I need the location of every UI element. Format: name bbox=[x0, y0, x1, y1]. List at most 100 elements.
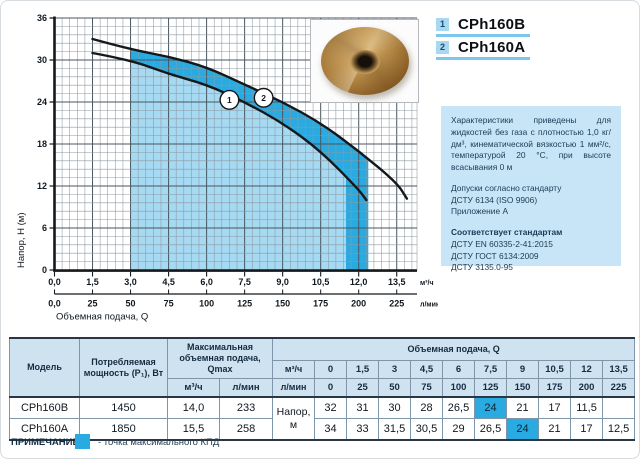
power-cell: 1450 bbox=[79, 396, 168, 419]
flow-header-m3h: 4,5 bbox=[410, 360, 444, 379]
characteristics-text: Характеристики приведены для жидкостей б… bbox=[451, 115, 611, 173]
header-model: Модель bbox=[9, 337, 80, 398]
secondary-axis-tick-label: 200 bbox=[351, 299, 366, 309]
max-efficiency-color-swatch bbox=[75, 434, 90, 449]
pump-curve-cph160b bbox=[91, 51, 368, 202]
flow-header-m3h: 10,5 bbox=[538, 360, 572, 379]
secondary-axis-tick-label: 50 bbox=[126, 299, 136, 309]
secondary-axis-tick-label: 0,0 bbox=[48, 299, 61, 309]
head-value-cell bbox=[602, 396, 636, 419]
header-power: Потребляемая мощность (P₁), Вт bbox=[79, 337, 168, 398]
head-value-cell: 28 bbox=[410, 396, 444, 419]
flow-header-m3h: 13,5 bbox=[602, 360, 636, 379]
secondary-axis-tick-label: 150 bbox=[275, 299, 290, 309]
head-value-cell: 24 bbox=[474, 396, 508, 419]
flow-header-lmin: 150 bbox=[506, 378, 540, 398]
power-cell: 1850 bbox=[79, 418, 168, 441]
flow-header-m3h: 7,5 bbox=[474, 360, 508, 379]
x-axis-tick-label: 12,0 bbox=[350, 277, 368, 287]
flow-header-m3h: 3 bbox=[378, 360, 412, 379]
secondary-axis-tick-label: 25 bbox=[88, 299, 98, 309]
head-value-cell: 31 bbox=[346, 396, 380, 419]
flow-header-lmin: 175 bbox=[538, 378, 572, 398]
flow-header-lmin: 75 bbox=[410, 378, 444, 398]
impeller-image bbox=[321, 27, 409, 95]
flow-header-lmin: 225 bbox=[602, 378, 636, 398]
tolerance-line: ДСТУ 6134 (ISO 9906) bbox=[451, 194, 538, 205]
header-qmax-m3h: м³/ч bbox=[167, 378, 220, 398]
standard-line: ДСТУ 3135.0-95 bbox=[451, 262, 513, 273]
flow-header-m3h: 0 bbox=[314, 360, 348, 379]
legend-label-cph160b: CPh160B bbox=[458, 15, 526, 33]
head-value-cell: 29 bbox=[442, 418, 476, 441]
legend-item-cph160b: 1 CPh160B bbox=[436, 15, 526, 33]
standard-line: ДСТУ EN 60335-2-41:2015 bbox=[451, 238, 553, 249]
standard-line: ДСТУ ГОСТ 6134:2009 bbox=[451, 250, 539, 261]
flow-header-m3h: 1,5 bbox=[346, 360, 380, 379]
y-axis-title: Напор, H (м) bbox=[16, 213, 27, 269]
header-unit-m3h: м³/ч bbox=[272, 360, 316, 379]
head-value-cell: 26,5 bbox=[442, 396, 476, 419]
x-axis-title: Объемная подача, Q bbox=[56, 312, 148, 323]
curve-marker-circle bbox=[253, 87, 274, 108]
y-axis-tick-label: 12 bbox=[37, 181, 47, 191]
x-axis-tick-label: 3,0 bbox=[124, 277, 137, 287]
model-cell: CPh160B bbox=[9, 396, 80, 419]
flow-header-m3h: 9 bbox=[506, 360, 540, 379]
flow-header-lmin: 0 bbox=[314, 378, 348, 398]
legend-label-cph160a: CPh160A bbox=[458, 38, 526, 56]
model-cell: CPh160A bbox=[9, 418, 80, 441]
curve-marker-number: 1 bbox=[227, 95, 232, 105]
tolerance-line: Допуски согласно стандарту bbox=[451, 182, 562, 193]
head-value-cell: 17 bbox=[570, 418, 604, 441]
curve-marker-circle bbox=[219, 89, 240, 110]
y-axis-tick-label: 36 bbox=[37, 13, 47, 23]
flow-header-lmin: 25 bbox=[346, 378, 380, 398]
head-value-cell: 12,5 bbox=[602, 418, 636, 441]
flow-header-lmin: 125 bbox=[474, 378, 508, 398]
flow-header-lmin: 50 bbox=[378, 378, 412, 398]
legend-underline bbox=[436, 34, 530, 37]
x-axis-tick-label: 4,5 bbox=[162, 277, 175, 287]
head-value-cell: 30 bbox=[378, 396, 412, 419]
head-value-cell: 34 bbox=[314, 418, 348, 441]
y-axis-tick-label: 30 bbox=[37, 55, 47, 65]
header-qmax: Максимальная объемная подача, Qmax bbox=[166, 337, 274, 379]
x-axis-secondary-unit: л/мин bbox=[420, 302, 438, 309]
x-axis-tick-label: 13,5 bbox=[388, 277, 406, 287]
product-photo bbox=[310, 19, 419, 103]
note-label: ПРИМЕЧАНИЕ: bbox=[11, 437, 82, 448]
head-value-cell: 30,5 bbox=[410, 418, 444, 441]
x-axis-tick-label: 1,5 bbox=[86, 277, 99, 287]
x-axis-tick-label: 9,0 bbox=[276, 277, 289, 287]
head-value-cell: 26,5 bbox=[474, 418, 508, 441]
legend-marker-2: 2 bbox=[436, 40, 449, 54]
y-axis-tick-label: 24 bbox=[37, 97, 47, 107]
standards-title: Соответствует стандартам bbox=[451, 227, 563, 238]
head-value-cell: 11,5 bbox=[570, 396, 604, 419]
table-row: CPh160A 1850 15,5 258 34 33 31,5 30,5 29 26,5 24 21… bbox=[9, 418, 636, 441]
y-axis-tick-label: 0 bbox=[42, 265, 47, 275]
secondary-axis-tick-label: 75 bbox=[164, 299, 174, 309]
qmax-lmin-cell: 258 bbox=[218, 418, 274, 441]
qmax-lmin-cell: 233 bbox=[218, 396, 274, 419]
header-qmax-lmin: л/мин bbox=[218, 378, 274, 398]
flow-header-lmin: 200 bbox=[570, 378, 604, 398]
table-row: CPh160B 1450 14,0 233 Напор, м 32 31 30 28 26,5 24 2… bbox=[9, 396, 636, 441]
impeller-hub bbox=[350, 50, 380, 75]
head-value-cell: 17 bbox=[538, 396, 572, 419]
qmax-m3h-cell: 15,5 bbox=[167, 418, 220, 441]
specification-table: Модель Потребляемая мощность (P₁), Вт Ма… bbox=[9, 337, 636, 441]
flow-header-m3h: 12 bbox=[570, 360, 604, 379]
head-value-cell: 33 bbox=[346, 418, 380, 441]
note-text: - точка максимального КПД bbox=[98, 437, 220, 448]
header-unit-lmin: л/мин bbox=[272, 378, 316, 398]
x-axis-tick-label: 6,0 bbox=[200, 277, 213, 287]
secondary-axis-tick-label: 175 bbox=[313, 299, 328, 309]
head-value-cell: 32 bbox=[314, 396, 348, 419]
characteristics-info-box: Характеристики приведены для жидкостей б… bbox=[441, 106, 621, 272]
x-axis-tick-label: 7,5 bbox=[238, 277, 251, 287]
header-flow: Объемная подача, Q bbox=[272, 337, 636, 361]
flow-header-m3h: 6 bbox=[442, 360, 476, 379]
